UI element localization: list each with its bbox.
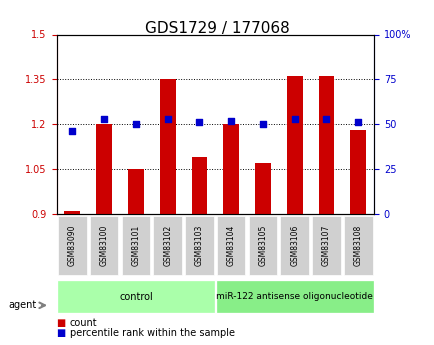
Text: count: count — [69, 318, 97, 327]
Text: miR-122 antisense oligonucleotide: miR-122 antisense oligonucleotide — [216, 292, 372, 301]
Point — [291, 116, 298, 121]
Text: GSM83106: GSM83106 — [289, 224, 299, 266]
Bar — [254, 163, 270, 214]
Text: GDS1729 / 177068: GDS1729 / 177068 — [145, 21, 289, 36]
Text: GSM83104: GSM83104 — [226, 224, 235, 266]
Point — [132, 121, 139, 127]
Text: GSM83100: GSM83100 — [99, 224, 108, 266]
FancyBboxPatch shape — [248, 216, 276, 275]
Bar — [96, 124, 112, 214]
Text: ■: ■ — [56, 328, 66, 338]
Point — [227, 118, 234, 124]
FancyBboxPatch shape — [217, 281, 372, 312]
Bar — [128, 169, 144, 214]
FancyBboxPatch shape — [153, 216, 181, 275]
Bar — [349, 130, 365, 214]
Text: GSM83105: GSM83105 — [258, 224, 267, 266]
Point — [69, 129, 76, 134]
Bar — [64, 211, 80, 214]
FancyBboxPatch shape — [58, 216, 86, 275]
FancyBboxPatch shape — [217, 216, 245, 275]
Text: GSM83108: GSM83108 — [353, 224, 362, 266]
Point — [259, 121, 266, 127]
FancyBboxPatch shape — [343, 216, 372, 275]
Point — [322, 116, 329, 121]
FancyBboxPatch shape — [280, 216, 308, 275]
FancyBboxPatch shape — [58, 281, 213, 312]
Text: GSM83103: GSM83103 — [194, 224, 204, 266]
Bar — [286, 76, 302, 214]
FancyBboxPatch shape — [185, 216, 213, 275]
Point — [354, 120, 361, 125]
Bar — [223, 124, 239, 214]
Point — [196, 120, 203, 125]
Bar — [191, 157, 207, 214]
Text: percentile rank within the sample: percentile rank within the sample — [69, 328, 234, 338]
Text: GSM83090: GSM83090 — [68, 224, 77, 266]
Bar — [318, 76, 334, 214]
Text: agent: agent — [9, 300, 37, 310]
FancyBboxPatch shape — [312, 216, 340, 275]
Text: GSM83107: GSM83107 — [321, 224, 330, 266]
Bar — [159, 79, 175, 214]
Text: ■: ■ — [56, 318, 66, 327]
Text: GSM83101: GSM83101 — [131, 224, 140, 266]
Point — [101, 116, 108, 121]
Text: GSM83102: GSM83102 — [163, 224, 172, 266]
FancyBboxPatch shape — [122, 216, 150, 275]
Point — [164, 116, 171, 121]
FancyBboxPatch shape — [90, 216, 118, 275]
Text: control: control — [119, 292, 152, 302]
